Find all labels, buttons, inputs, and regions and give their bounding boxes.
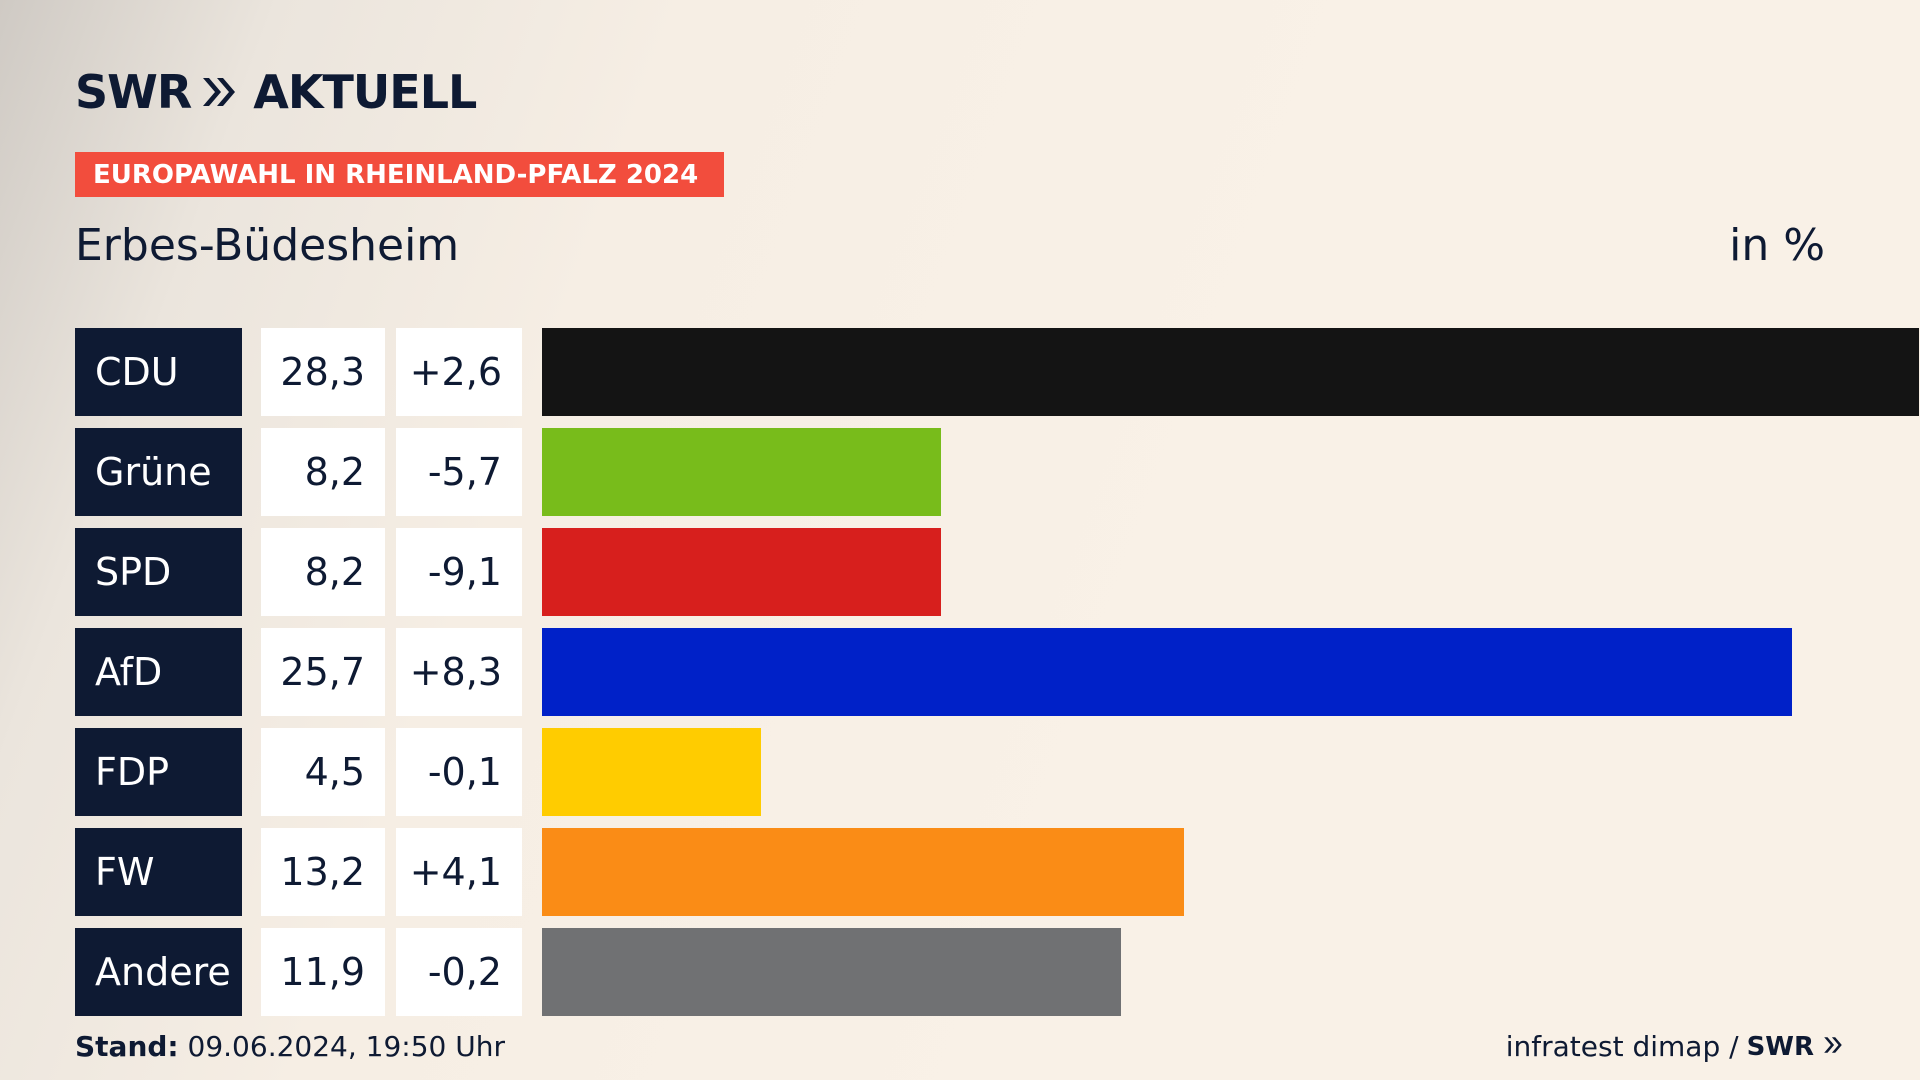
vote-share-bar (542, 328, 1919, 416)
vote-change-label: -0,2 (396, 928, 522, 1016)
party-label: FDP (75, 728, 242, 816)
party-label: SPD (75, 528, 242, 616)
vote-share-label: 8,2 (261, 428, 385, 516)
vote-share-label: 11,9 (261, 928, 385, 1016)
stand-label: Stand: (75, 1030, 179, 1063)
vote-share-bar (542, 728, 761, 816)
vote-share-bar (542, 828, 1185, 916)
vote-share-label: 13,2 (261, 828, 385, 916)
vote-share-bar (542, 928, 1122, 1016)
vote-share-label: 25,7 (261, 628, 385, 716)
party-label: Andere (75, 928, 242, 1016)
vote-share-bar (542, 428, 941, 516)
swr-aktuell-logo: SWR AKTUELL (75, 65, 477, 119)
unit-label: in % (1729, 220, 1825, 271)
vote-change-label: +8,3 (396, 628, 522, 716)
vote-change-label: -9,1 (396, 528, 522, 616)
vote-share-label: 4,5 (261, 728, 385, 816)
footer-swr-logo: SWR (1746, 1031, 1814, 1062)
source-credit: infratest dimap / SWR (1506, 1030, 1844, 1063)
party-label: FW (75, 828, 242, 916)
party-label: Grüne (75, 428, 242, 516)
party-label: CDU (75, 328, 242, 416)
vote-share-bar (542, 628, 1793, 716)
election-banner: EUROPAWAHL IN RHEINLAND-PFALZ 2024 (75, 152, 724, 197)
timestamp: Stand: 09.06.2024, 19:50 Uhr (75, 1030, 505, 1063)
vote-change-label: -0,1 (396, 728, 522, 816)
chevron-double-right-icon (1822, 1030, 1844, 1063)
logo-swr-text: SWR (75, 65, 192, 119)
vote-share-label: 28,3 (261, 328, 385, 416)
vote-share-bar (542, 528, 941, 616)
vote-change-label: +2,6 (396, 328, 522, 416)
vote-share-label: 8,2 (261, 528, 385, 616)
chevron-double-right-icon (199, 72, 239, 112)
logo-aktuell-text: AKTUELL (253, 65, 477, 119)
vote-change-label: -5,7 (396, 428, 522, 516)
party-label: AfD (75, 628, 242, 716)
stand-value: 09.06.2024, 19:50 Uhr (187, 1030, 505, 1063)
vote-change-label: +4,1 (396, 828, 522, 916)
source-text: infratest dimap / (1505, 1030, 1739, 1063)
place-title: Erbes-Büdesheim (75, 220, 460, 271)
